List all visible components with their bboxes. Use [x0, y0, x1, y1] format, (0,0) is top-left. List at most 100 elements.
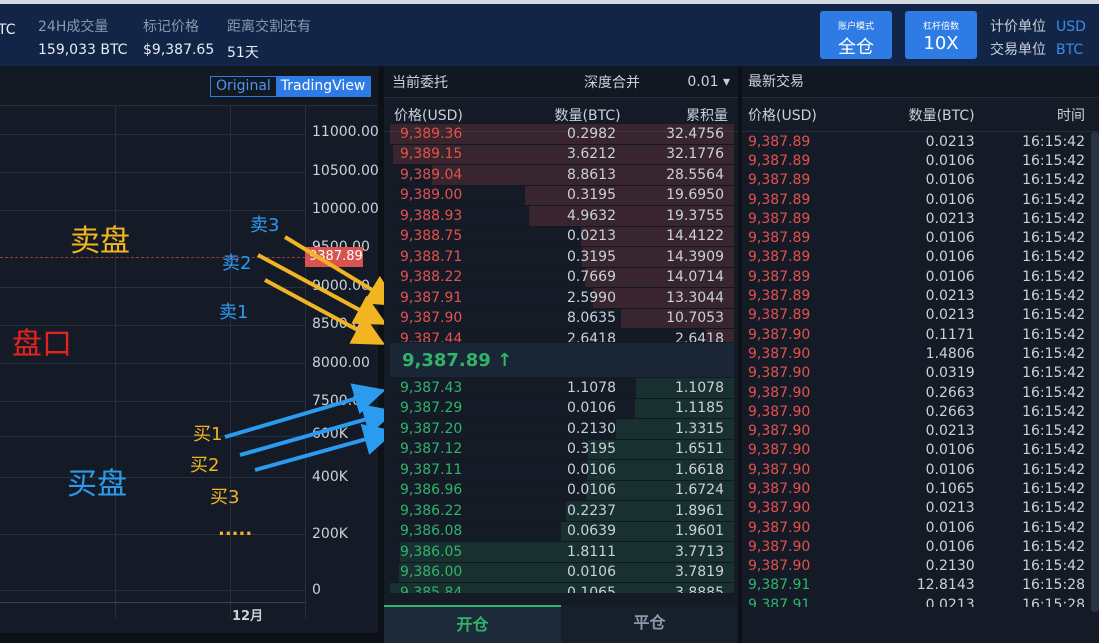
- depth-bar: [584, 267, 734, 287]
- trade-qty: 0.0213: [925, 423, 975, 440]
- toggle-original[interactable]: Original: [216, 78, 271, 94]
- trade-price: 9,387.90: [748, 326, 811, 343]
- trades-scrollbar[interactable]: [1091, 132, 1099, 612]
- ask-row[interactable]: 9,388.75 0.0213 14.4122: [390, 226, 734, 247]
- depth-bar: [635, 398, 734, 418]
- bid-row[interactable]: 9,387.20 0.2130 1.3315: [390, 419, 734, 440]
- ask-row[interactable]: 9,389.00 0.3195 19.6950: [390, 185, 734, 206]
- ask-price: 9,389.15: [400, 146, 463, 163]
- bid-price: 9,386.22: [400, 502, 463, 519]
- trade-row: 9,387.90 0.0106 16:15:42: [742, 441, 1099, 460]
- depth-merge-select[interactable]: 0.01 ▾: [687, 73, 730, 90]
- y-tick: 10500.00: [312, 163, 379, 179]
- ask-price: 9,387.44: [400, 330, 463, 342]
- trade-time: 16:15:42: [1022, 384, 1085, 401]
- stat-mark-price-value: $9,387.65: [143, 42, 215, 58]
- bid-total: 3.7819: [675, 564, 724, 581]
- trade-price: 9,387.89: [748, 191, 811, 208]
- bid-row[interactable]: 9,387.43 1.1078 1.1078: [390, 378, 734, 399]
- last-price-line: [0, 257, 305, 258]
- trade-time: 16:15:42: [1022, 480, 1085, 497]
- trade-row: 9,387.90 0.2663 16:15:42: [742, 402, 1099, 421]
- trade-time: 16:15:42: [1022, 307, 1085, 324]
- ask-total: 2.6418: [675, 330, 724, 342]
- bid-row[interactable]: 9,386.08 0.0639 1.9601: [390, 521, 734, 542]
- bid-total: 1.1185: [675, 400, 724, 417]
- bid-row[interactable]: 9,386.05 1.8111 3.7713: [390, 542, 734, 563]
- bid-price: 9,387.20: [400, 420, 463, 437]
- ask-row[interactable]: 9,388.22 0.7669 14.0714: [390, 267, 734, 288]
- trade-time: 16:15:42: [1022, 558, 1085, 575]
- trade-qty: 0.2663: [925, 384, 975, 401]
- bid-qty: 0.3195: [567, 441, 616, 458]
- order-book: 当前委托 深度合并 0.01 ▾ 价格(USD) 数量(BTC) 累积量 9,3…: [384, 66, 738, 643]
- trade-price: 9,387.90: [748, 403, 811, 420]
- ask-price: 9,388.22: [400, 269, 463, 286]
- ask-row[interactable]: 9,387.44 2.6418 2.6418: [390, 329, 734, 342]
- depth-bar: [616, 419, 734, 439]
- leverage-button[interactable]: 杠杆倍数 10X: [905, 11, 977, 59]
- trade-row: 9,387.90 0.1171 16:15:42: [742, 325, 1099, 344]
- trade-price: 9,387.89: [748, 172, 811, 189]
- bid-row[interactable]: 9,387.12 0.3195 1.6511: [390, 439, 734, 460]
- ask-row[interactable]: 9,388.71 0.3195 14.3909: [390, 247, 734, 268]
- trade-time: 16:15:42: [1022, 249, 1085, 266]
- ask-row[interactable]: 9,387.90 8.0635 10.7053: [390, 308, 734, 329]
- bid-qty: 0.1065: [567, 584, 616, 593]
- ask-total: 28.5564: [666, 166, 724, 183]
- tab-close[interactable]: 平仓: [561, 605, 738, 643]
- chart-type-toggle[interactable]: Original TradingView: [210, 76, 372, 97]
- depth-bar: [581, 247, 734, 267]
- trade-qty: 12.8143: [916, 577, 975, 594]
- bid-row[interactable]: 9,387.29 0.0106 1.1185: [390, 398, 734, 419]
- depth-bar: [560, 521, 734, 541]
- trade-qty: 0.0106: [925, 442, 975, 459]
- bid-total: 1.1078: [675, 379, 724, 396]
- trade-price: 9,387.89: [748, 268, 811, 285]
- ask-row[interactable]: 9,388.93 4.9632 19.3755: [390, 206, 734, 227]
- ask-row[interactable]: 9,389.04 8.8613 28.5564: [390, 165, 734, 186]
- y-tick: 0: [312, 582, 321, 598]
- trade-qty: 1.4806: [925, 345, 975, 362]
- price-chart[interactable]: Original TradingView 11000.00 10500.00 1…: [0, 66, 379, 633]
- bid-row[interactable]: 9,385.84 0.1065 3.8885: [390, 583, 734, 593]
- bid-row[interactable]: 9,387.11 0.0106 1.6618: [390, 460, 734, 481]
- ask-row[interactable]: 9,389.15 3.6212 32.1776: [390, 144, 734, 165]
- depth-bar: [566, 501, 734, 521]
- stat-24h-volume-value: 159,033 BTC: [38, 42, 128, 58]
- more-label: .....: [218, 519, 253, 540]
- ask-qty: 0.2982: [567, 125, 616, 142]
- trade-qty: 0.0106: [925, 230, 975, 247]
- ask-row[interactable]: 9,387.91 2.5990 13.3044: [390, 288, 734, 309]
- bid-qty: 0.0106: [567, 482, 616, 499]
- trade-price: 9,387.89: [748, 307, 811, 324]
- account-mode-button[interactable]: 账户模式 全仓: [820, 11, 892, 59]
- recent-trades-title: 最新交易: [742, 66, 1099, 98]
- trade-row: 9,387.91 0.0213 16:15:28: [742, 595, 1099, 607]
- trade-row: 9,387.90 0.1065 16:15:42: [742, 479, 1099, 498]
- arrow-sell1: [264, 278, 386, 345]
- trade-price: 9,387.91: [748, 596, 811, 607]
- ask-row[interactable]: 9,389.36 0.2982 32.4756: [390, 124, 734, 145]
- arrow-buy2: [239, 404, 396, 457]
- trade-time: 16:15:42: [1022, 461, 1085, 478]
- tab-open[interactable]: 开仓: [384, 605, 561, 643]
- trade-unit[interactable]: 交易单位 BTC: [990, 42, 1084, 58]
- trade-row: 9,387.90 0.0213 16:15:42: [742, 499, 1099, 518]
- depth-bar: [636, 378, 734, 398]
- price-unit[interactable]: 计价单位 USD: [990, 19, 1086, 35]
- trade-price: 9,387.90: [748, 461, 811, 478]
- ask-price: 9,387.90: [400, 310, 463, 327]
- bid-row[interactable]: 9,386.00 0.0106 3.7819: [390, 562, 734, 583]
- bid-total: 1.3315: [675, 420, 724, 437]
- depth-bar: [593, 288, 734, 308]
- trade-time: 16:15:42: [1022, 519, 1085, 536]
- bid-row[interactable]: 9,386.96 0.0106 1.6724: [390, 480, 734, 501]
- bid-qty: 0.0639: [567, 523, 616, 540]
- trade-row: 9,387.89 0.0106 16:15:42: [742, 151, 1099, 170]
- toggle-tradingview[interactable]: TradingView: [275, 77, 371, 96]
- trades-list: 9,387.89 0.0213 16:15:42 9,387.89 0.0106 16:1…: [742, 132, 1099, 607]
- bid-row[interactable]: 9,386.22 0.2237 1.8961: [390, 501, 734, 522]
- ask-qty: 8.8613: [567, 166, 616, 183]
- bid-qty: 0.0106: [567, 564, 616, 581]
